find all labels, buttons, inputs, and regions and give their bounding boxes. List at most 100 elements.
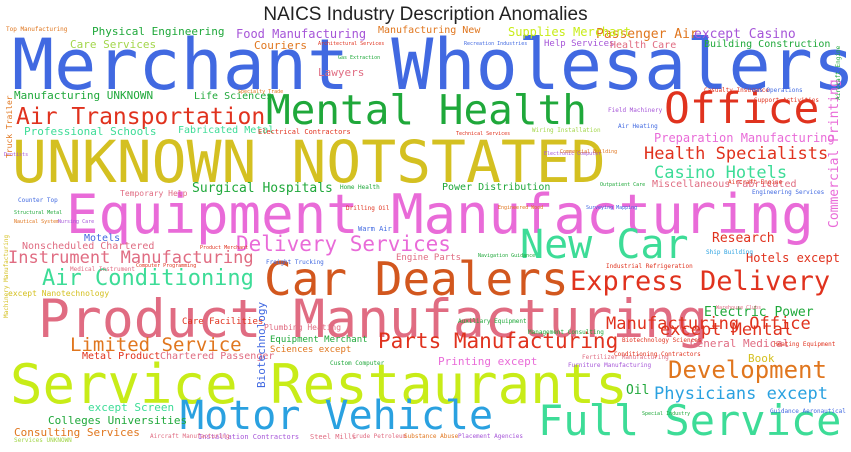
word-temporary-help: Temporary Help — [120, 189, 188, 198]
word-freight-trucking: Freight Trucking — [266, 259, 324, 266]
word-wiring-installation: Wiring Installation — [532, 127, 601, 134]
word-medical-instrument: Medical Instrument — [70, 266, 136, 273]
word-building-construction: Building Construction — [704, 39, 831, 50]
word-new-car: New Car — [520, 222, 689, 268]
word-life-sciences: Life Sciences — [194, 91, 273, 102]
word-passenger-air: Passenger Air — [596, 27, 698, 42]
word-product-manufacturing: Product Manufacturing — [38, 289, 709, 350]
word-surveying-mapping: Surveying Mapping — [586, 205, 638, 211]
word-chartered-passenger: Chartered Passenger — [160, 351, 275, 362]
word-surgical-hospitals: Surgical Hospitals — [192, 181, 333, 196]
word-engineered-wood: Engineered Wood — [498, 205, 544, 211]
word-colleges-universities: Colleges Universities — [48, 414, 188, 427]
word-except-nanotechnology: except Nanotechnology — [8, 289, 110, 298]
word-research: Research — [712, 231, 775, 246]
word-sciences-except: Sciences except — [270, 345, 352, 355]
word-air-heating: Air Heating — [618, 123, 658, 130]
word-health-care: Health Care — [610, 40, 677, 51]
word-air-transportation: Air Transportation — [16, 104, 266, 130]
word-dentists: Dentists — [4, 152, 29, 158]
word-technical-services: Technical Services — [456, 131, 511, 137]
word-structural-metal: Structural Metal — [14, 210, 63, 216]
word-warm-air: Warm Air — [358, 225, 392, 233]
word-health-specialists: Health Specialists — [644, 144, 829, 164]
word-food-manufacturing: Food Manufacturing — [236, 27, 367, 41]
word-machinery-manufacturing: Machinery Manufacturing — [3, 234, 10, 318]
word-crude-petroleum: Crude Petroleum — [352, 433, 407, 440]
word-except-mental-visible: except Mental — [660, 320, 794, 340]
word-biotechnology: Biotechnology — [255, 301, 268, 388]
word-unknown-notstated: UNKNOWN NOTSTATED — [12, 128, 606, 196]
word-equipment-merchant: Equipment Merchant — [270, 335, 368, 345]
word-lawyers: Lawyers — [318, 66, 365, 79]
word-full-service: Full Service — [538, 396, 842, 445]
word-heating-equipment: Heating Equipment — [774, 341, 836, 348]
word-services-unknown: Services UNKNOWN — [14, 437, 72, 444]
word-fabricated-metal: Fabricated Metal — [178, 125, 275, 136]
word-physical-engineering: Physical Engineering — [92, 25, 225, 38]
word-motels: Motels — [84, 233, 121, 244]
word-equipment-manufacturing: Equipment Manufacturing — [66, 183, 814, 246]
word-drilling-oil: Drilling Oil — [346, 205, 390, 212]
word-auxiliary-equipment: Auxiliary Equipment — [458, 318, 527, 325]
word-architectural-services: Architectural Services — [318, 41, 385, 47]
word-electric-power: Electric Power — [704, 305, 814, 320]
word-installation-contractors: Installation Contractors — [198, 433, 300, 441]
word-express-delivery: Express Delivery — [570, 266, 831, 297]
word-development: Development — [668, 356, 827, 384]
word-warehouse-clubs: Warehouse Clubs — [716, 305, 762, 311]
word-biotechnology-sciences: Biotechnology Sciences — [622, 337, 702, 344]
word-power-distribution: Power Distribution — [442, 182, 551, 193]
word-special-industry: Special Industry — [642, 411, 691, 417]
word-outpatient-care: Outpatient Care — [600, 182, 646, 188]
word-electronic-computer: Electronic Computer — [544, 151, 602, 157]
word-hotels-except: Hotels except — [746, 251, 840, 265]
word-truck-trailer: Truck Trailer — [5, 95, 14, 158]
word-management-consulting: Management Consulting — [528, 329, 604, 336]
word-physicians-except: Physicians except — [654, 384, 828, 404]
word-except-screen: except Screen — [88, 401, 175, 414]
word-care-services: Care Services — [70, 38, 157, 51]
word-nautical-system: Nautical System — [14, 219, 60, 225]
word-support-activities: Support Activities — [754, 97, 820, 104]
word-miscellaneous-fabricated: Miscellaneous Fabricated — [652, 179, 797, 190]
word-professional-schools: Professional Schools — [24, 125, 157, 138]
word-car-dealers: Car Dealers — [264, 252, 569, 306]
word-preparation-manufacturing: Preparation Manufacturing — [654, 131, 835, 145]
word-aircraft-manufacturing: Aircraft Manufacturing — [150, 433, 230, 440]
word-couriers: Couriers — [254, 39, 307, 52]
word-conditioning-contractors: Conditioning Contractors — [614, 351, 701, 358]
word-fertilizer-manufacturing: Fertilizer Manufacturing — [582, 354, 669, 361]
word-service-restaurants: Service Restaurants — [10, 353, 628, 416]
word-delivery-services: Delivery Services — [236, 232, 451, 256]
word-office: Office — [664, 84, 820, 134]
word-limited-service: Limited Service — [70, 334, 242, 356]
word-except-casino: except Casino — [694, 27, 796, 42]
word-nursing-care: Nursing Care — [58, 219, 95, 225]
word-general-medical: General Medical — [690, 337, 790, 350]
word-ship-building: Ship Building — [706, 249, 753, 256]
word-furniture-manufacturing: Furniture Manufacturing — [568, 362, 652, 369]
word-metal-product: Metal Product — [82, 351, 161, 362]
word-product-merchant: Product Merchant — [200, 245, 249, 251]
word-supplies-merchant: Supplies Merchant — [508, 25, 631, 39]
word-aircraft-engine-vertical: Aircraft Engine — [835, 45, 842, 100]
word-gas-extraction: Gas Extraction — [338, 55, 381, 61]
word-engine-parts: Engine Parts — [396, 253, 462, 263]
word-engineering-services: Engineering Services — [752, 189, 825, 196]
word-mental-health: Mental Health — [266, 86, 587, 134]
word-commercial-building: Commercial Building — [560, 149, 618, 155]
word-help-services: Help Services — [544, 39, 615, 49]
word-counter-top: Counter Top — [18, 197, 58, 204]
word-parts-manufacturing: Parts Manufacturing — [378, 329, 619, 353]
word-industrial-refrigeration: Industrial Refrigeration — [606, 263, 693, 270]
word-gas-operations: Gas Operations — [752, 87, 803, 94]
word-commercial-printing: Commercial Printing — [827, 79, 842, 228]
word-nonscheduled-chartered: Nonscheduled Chartered — [22, 241, 155, 252]
word-book: Book — [748, 352, 775, 365]
word-placement-agencies: Placement Agencies — [458, 433, 524, 440]
word-consulting-services: Consulting Services — [14, 426, 140, 439]
word-instrument-manufacturing: Instrument Manufacturing — [8, 248, 254, 268]
word-specialty-trade: Specialty Trade — [238, 89, 284, 95]
word-guidance-aeronautical: Guidance Aeronautical — [770, 408, 846, 415]
